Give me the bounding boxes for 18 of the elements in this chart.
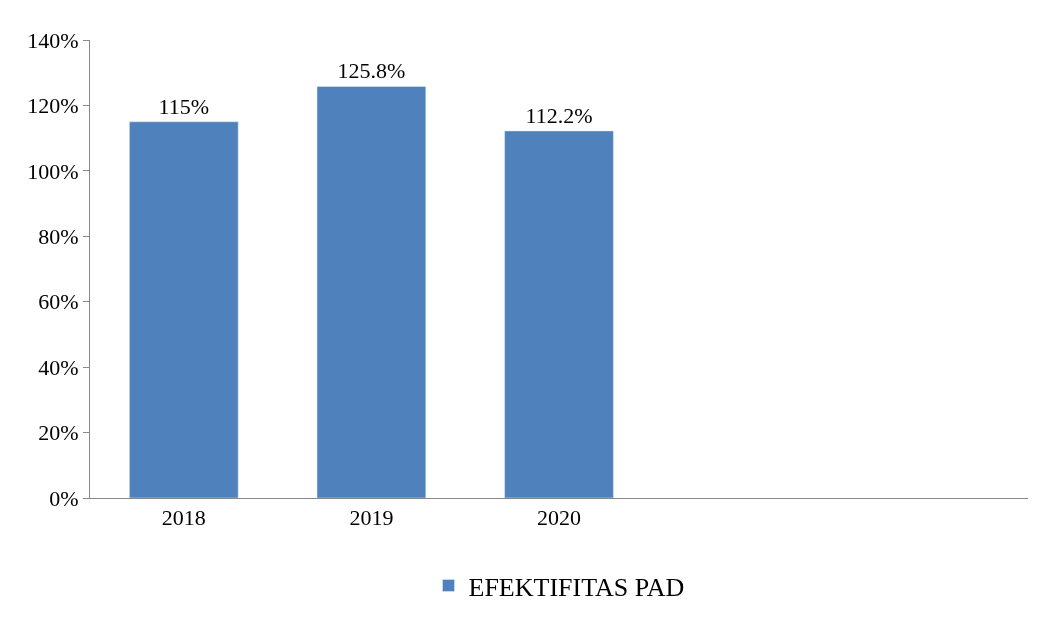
bar — [504, 130, 614, 498]
y-tick-label: 40% — [38, 354, 79, 380]
y-tick-label: 120% — [27, 93, 79, 119]
bar — [316, 86, 427, 498]
x-tick-label: 2019 — [349, 505, 394, 531]
data-label: 112.2% — [525, 102, 593, 128]
bar — [129, 121, 239, 498]
y-tick-label: 0% — [49, 485, 79, 511]
data-label: 125.8% — [337, 58, 406, 84]
y-tick-label: 100% — [27, 158, 79, 184]
y-tick-label: 60% — [38, 289, 79, 315]
y-tick-label: 140% — [27, 27, 79, 53]
y-tick-label: 80% — [38, 223, 79, 249]
y-tick-label: 20% — [38, 420, 79, 446]
legend-label: EFEKTIFITAS PAD — [468, 572, 685, 602]
x-tick-label: 2018 — [161, 505, 206, 531]
data-label: 115% — [158, 93, 210, 119]
x-tick-label: 2020 — [537, 505, 581, 531]
